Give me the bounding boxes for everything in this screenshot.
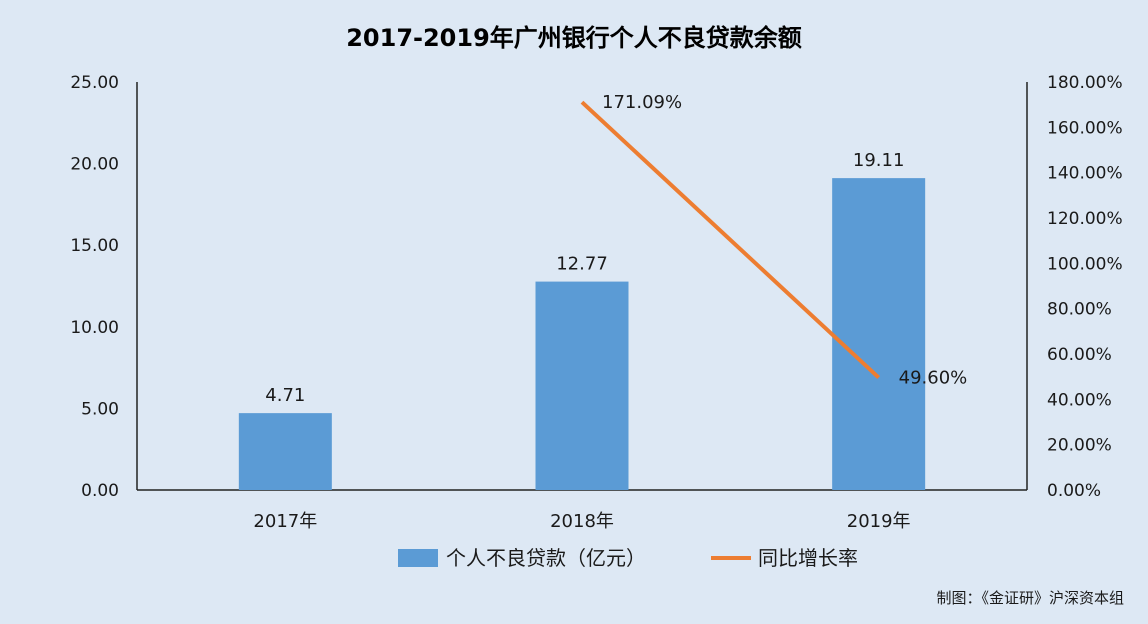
legend-bar-swatch: [398, 549, 438, 567]
y-left-tick-label: 5.00: [81, 399, 119, 419]
y-right-tick-label: 120.00%: [1047, 209, 1123, 229]
y-right-tick-label: 0.00%: [1047, 481, 1101, 501]
line-series: [580, 100, 881, 380]
bar-data-label: 12.77: [556, 254, 608, 275]
x-tick-label: 2018年: [550, 511, 614, 532]
bar-data-label: 4.71: [265, 385, 305, 406]
line-data-label: 171.09%: [602, 92, 682, 113]
bar: [238, 413, 332, 490]
y-right-tick-label: 20.00%: [1047, 436, 1112, 456]
y-left-tick-label: 20.00: [70, 155, 119, 175]
x-tick-label: 2017年: [253, 511, 317, 532]
plot-area: 0.00 5.00 10.00 15.00 20.00 25.00 0.00% 20.00% 4…: [70, 73, 1122, 532]
y-right-tick-label: 140.00%: [1047, 164, 1123, 184]
bar: [535, 281, 629, 490]
chart-credit: 制图：《金证研》沪深资本组: [936, 589, 1124, 607]
bar-data-label: 19.11: [853, 150, 905, 171]
y-left-tick-label: 10.00: [70, 318, 119, 338]
y-right-tick-label: 100.00%: [1047, 254, 1123, 274]
y-right-tick-label: 180.00%: [1047, 73, 1123, 93]
bar: [832, 178, 926, 490]
y-left-tick-label: 0.00: [81, 481, 119, 501]
x-tick-label: 2019年: [847, 511, 911, 532]
line-data-label: 49.60%: [899, 368, 968, 389]
y-left-tick-label: 15.00: [70, 236, 119, 256]
y-left-tick-label: 25.00: [70, 73, 119, 93]
legend: 个人不良贷款（亿元） 同比增长率: [398, 546, 858, 570]
legend-line-label: 同比增长率: [758, 546, 858, 570]
legend-bar-label: 个人不良贷款（亿元）: [446, 546, 646, 570]
y-right-tick-label: 80.00%: [1047, 300, 1112, 320]
y-right-tick-label: 160.00%: [1047, 118, 1123, 138]
chart-title: 2017-2019年广州银行个人不良贷款余额: [346, 24, 802, 52]
y-right-tick-label: 60.00%: [1047, 345, 1112, 365]
y-right-tick-label: 40.00%: [1047, 390, 1112, 410]
